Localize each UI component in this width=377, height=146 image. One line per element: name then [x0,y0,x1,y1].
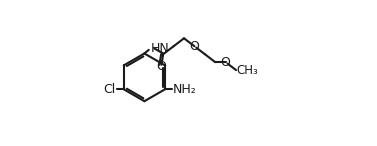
Text: O: O [190,40,199,53]
Text: O: O [156,60,166,73]
Text: HN: HN [151,42,170,55]
Text: NH₂: NH₂ [173,83,197,96]
Text: Cl: Cl [104,83,116,96]
Text: CH₃: CH₃ [237,64,258,77]
Text: O: O [221,56,231,69]
